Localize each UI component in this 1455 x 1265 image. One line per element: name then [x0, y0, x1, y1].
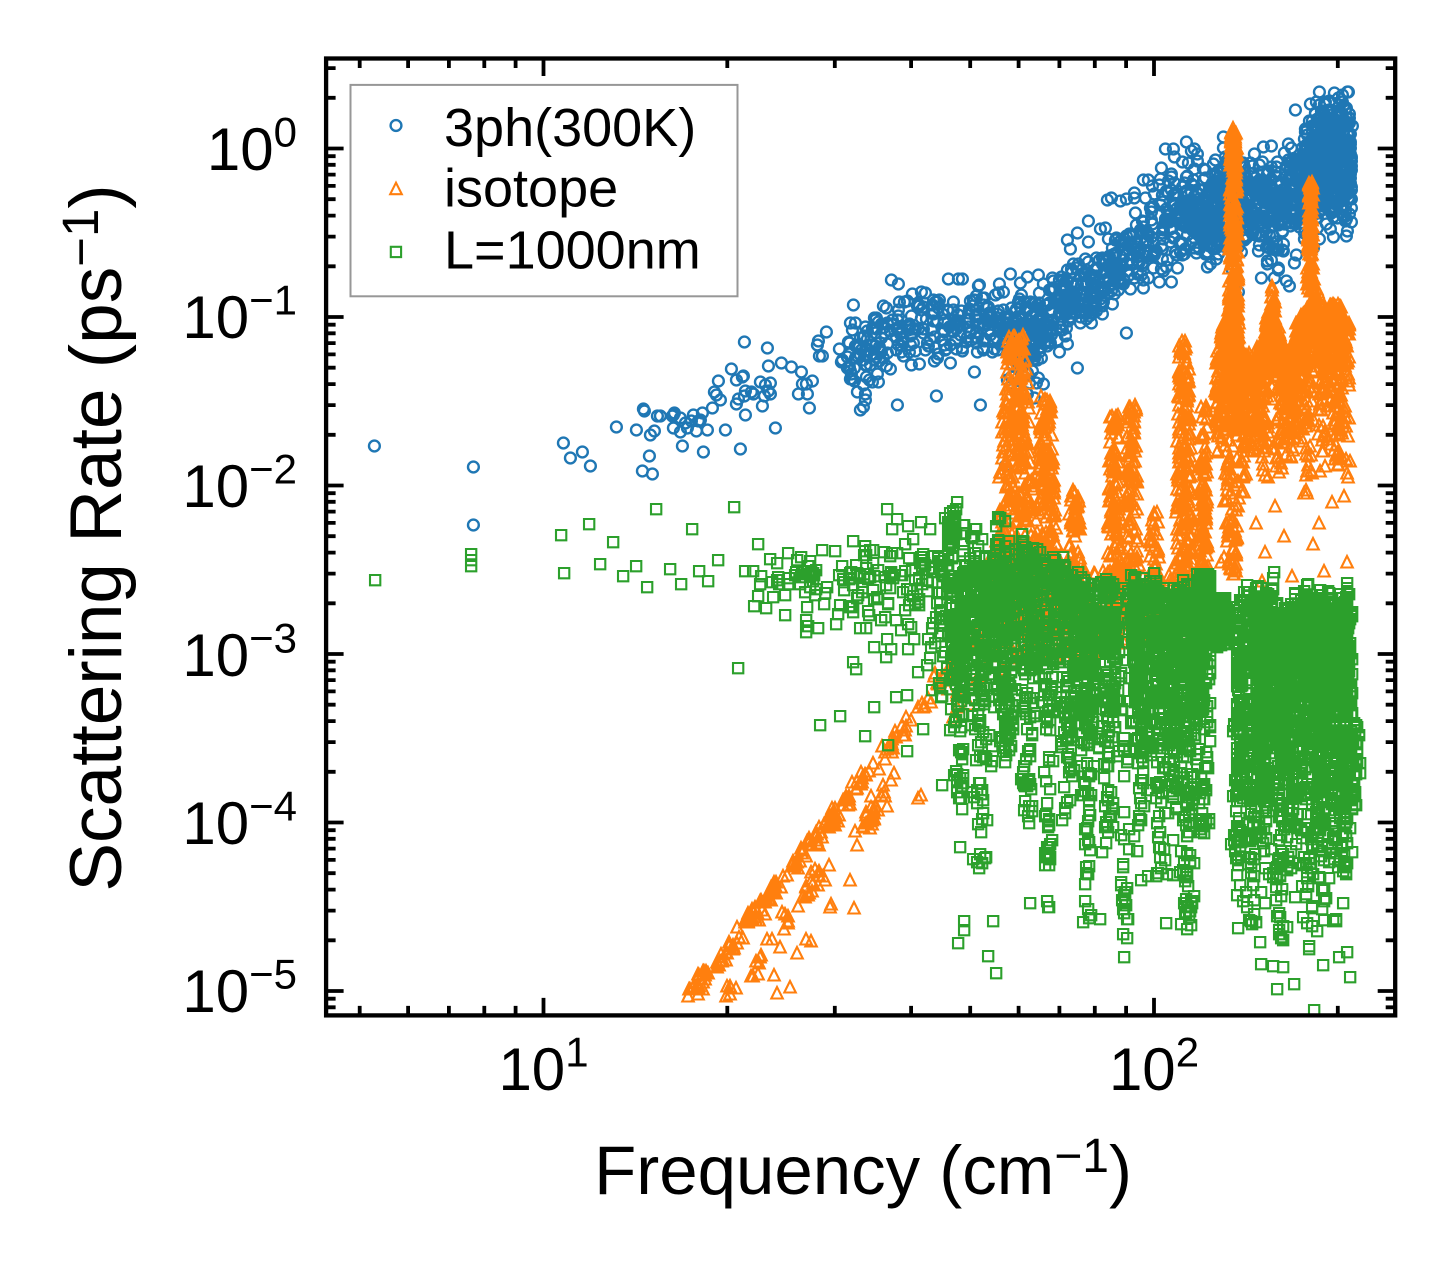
svg-text:3ph(300K): 3ph(300K) — [444, 98, 696, 158]
svg-text:101: 101 — [498, 1029, 588, 1104]
svg-text:L=1000nm: L=1000nm — [444, 221, 701, 281]
svg-text:Frequency (cm−1): Frequency (cm−1) — [594, 1130, 1132, 1209]
svg-text:isotope: isotope — [444, 159, 618, 219]
svg-text:Scattering Rate (ps−1): Scattering Rate (ps−1) — [52, 184, 137, 891]
